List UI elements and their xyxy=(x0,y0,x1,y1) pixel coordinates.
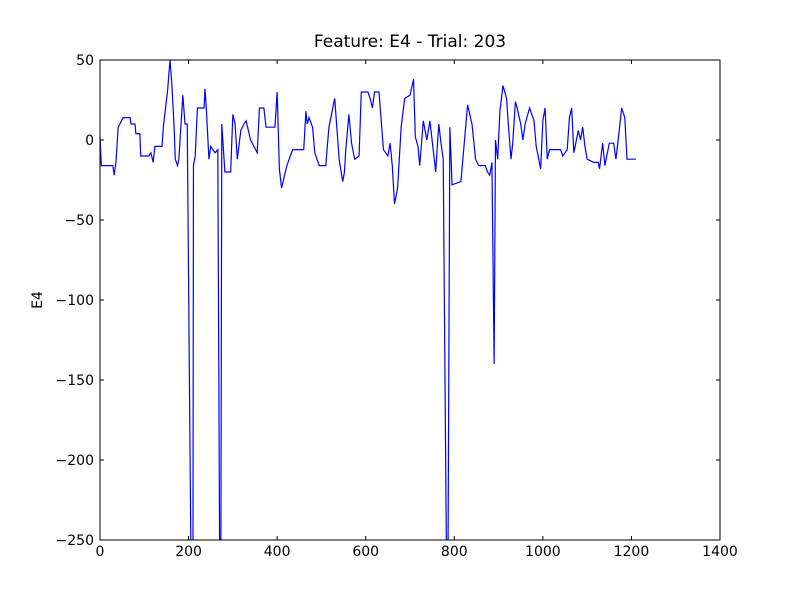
y-tick-label: −200 xyxy=(56,453,94,469)
y-tick-label: 50 xyxy=(76,53,94,69)
data-line xyxy=(100,60,636,540)
x-tick-label: 200 xyxy=(175,544,202,560)
x-tick-label: 1000 xyxy=(525,544,561,560)
y-axis-label: E4 xyxy=(30,291,46,309)
x-tick-label: 1200 xyxy=(614,544,650,560)
chart-title: Feature: E4 - Trial: 203 xyxy=(314,32,506,52)
x-tick-label: 800 xyxy=(441,544,468,560)
y-tick-label: −100 xyxy=(56,293,94,309)
x-tick-label: 1400 xyxy=(702,544,738,560)
x-tick-label: 0 xyxy=(96,544,105,560)
y-tick-label: 0 xyxy=(85,133,94,149)
x-tick-label: 400 xyxy=(264,544,291,560)
y-tick-label: −150 xyxy=(56,373,94,389)
x-tick-label: 600 xyxy=(352,544,379,560)
y-tick-label: −250 xyxy=(56,533,94,549)
y-tick-label: −50 xyxy=(64,213,94,229)
